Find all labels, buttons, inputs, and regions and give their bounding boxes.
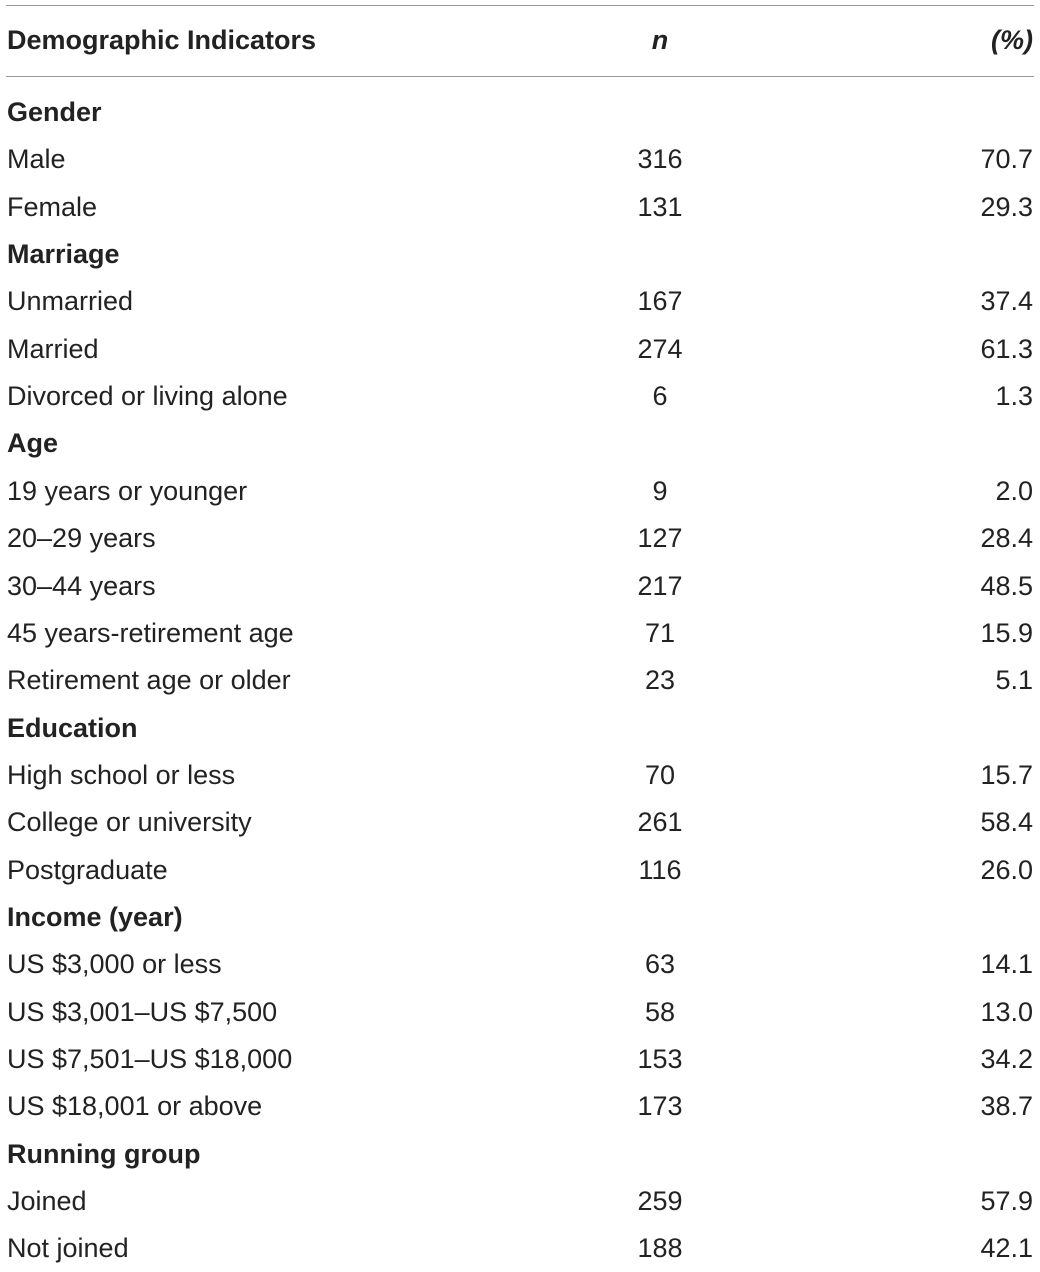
row-pct-cell: 34.2 — [980, 1044, 1033, 1074]
row-pct-cell: 70.7 — [980, 144, 1033, 175]
table-top-rule — [6, 5, 1034, 6]
row-label-cell: Not joined — [7, 1233, 129, 1264]
table-row: High school or less 70 15.7 — [0, 752, 1040, 799]
row-n-cell: 23 — [644, 665, 676, 696]
row-n-cell: 217 — [637, 570, 683, 601]
header-label-cell: Demographic Indicators — [7, 25, 317, 55]
row-n-cell: 316 — [637, 144, 683, 175]
table-row: Retirement age or older 23 5.1 — [0, 657, 1040, 704]
section-header-row: Education — [0, 705, 1040, 752]
section-title: Age — [7, 428, 59, 459]
section-header-row: Age — [0, 420, 1040, 467]
row-n-cell: 261 — [637, 807, 683, 838]
row-label-cell: 30–44 years — [7, 570, 156, 601]
table-row: US $3,000 or less 63 14.1 — [0, 941, 1040, 988]
row-label-cell: US $7,501–US $18,000 — [7, 1044, 293, 1074]
row-pct-cell: 61.3 — [980, 333, 1033, 364]
row-label-cell: Married — [7, 333, 99, 364]
section-header-row: Running group — [0, 1131, 1040, 1178]
table-header-row: Demographic Indicators n (%) — [0, 17, 1040, 64]
row-label-cell: US $18,001 or above — [7, 1091, 263, 1122]
table-row: US $18,001 or above 173 38.7 — [0, 1083, 1040, 1130]
table-header-rule — [6, 76, 1034, 77]
row-n-cell: 6 — [652, 381, 668, 412]
header-pct-cell: (%) — [991, 25, 1033, 55]
row-label-cell: Unmarried — [7, 286, 134, 317]
row-pct-cell: 5.1 — [995, 665, 1033, 696]
row-n-cell: 167 — [637, 286, 683, 317]
row-pct-cell: 15.9 — [980, 617, 1033, 648]
row-pct-cell: 38.7 — [980, 1091, 1033, 1122]
row-n-cell: 153 — [637, 1044, 683, 1074]
section-header-row: Marriage — [0, 231, 1040, 278]
row-pct-cell: 1.3 — [995, 381, 1033, 412]
section-title: Marriage — [7, 239, 120, 270]
section-header-row: Gender — [0, 89, 1040, 136]
row-pct-cell: 13.0 — [980, 996, 1033, 1027]
row-label-cell: US $3,000 or less — [7, 949, 222, 980]
row-label-cell: 19 years or younger — [7, 475, 248, 506]
row-n-cell: 116 — [638, 854, 682, 885]
row-n-cell: 259 — [637, 1186, 683, 1217]
row-pct-cell: 15.7 — [980, 759, 1033, 790]
table-row: Not joined 188 42.1 — [0, 1225, 1040, 1272]
row-label-cell: Divorced or living alone — [7, 381, 288, 412]
table-row: Married 274 61.3 — [0, 326, 1040, 373]
row-pct-cell: 29.3 — [980, 191, 1033, 222]
row-pct-cell: 26.0 — [980, 854, 1033, 885]
row-label-cell: High school or less — [7, 759, 236, 790]
row-n-cell: 63 — [644, 949, 676, 980]
table-row: US $3,001–US $7,500 58 13.0 — [0, 989, 1040, 1036]
row-n-cell: 127 — [637, 523, 683, 554]
header-n-cell: n — [651, 25, 669, 55]
row-label-cell: 20–29 years — [7, 523, 156, 554]
row-n-cell: 173 — [637, 1091, 683, 1122]
section-title: Gender — [7, 97, 102, 127]
row-label-cell: Female — [7, 191, 98, 222]
row-n-cell: 71 — [644, 617, 676, 648]
section-title: Education — [7, 712, 138, 743]
row-pct-cell: 14.1 — [980, 949, 1033, 980]
row-label-cell: US $3,001–US $7,500 — [7, 996, 278, 1027]
row-label-cell: Retirement age or older — [7, 665, 291, 696]
row-label-cell: Male — [7, 144, 66, 175]
row-pct-cell: 48.5 — [980, 570, 1033, 601]
row-label-cell: Joined — [7, 1186, 87, 1217]
row-pct-cell: 2.0 — [995, 475, 1033, 506]
table-row: 30–44 years 217 48.5 — [0, 563, 1040, 610]
table-row: Female 131 29.3 — [0, 184, 1040, 231]
table-row: Divorced or living alone 6 1.3 — [0, 373, 1040, 420]
row-label-cell: Postgraduate — [7, 854, 168, 885]
row-n-cell: 274 — [637, 333, 683, 364]
table-row: US $7,501–US $18,000 153 34.2 — [0, 1036, 1040, 1083]
table-row: Male 316 70.7 — [0, 136, 1040, 183]
row-label-cell: 45 years-retirement age — [7, 617, 294, 648]
table-row: 19 years or younger 9 2.0 — [0, 468, 1040, 515]
row-n-cell: 70 — [644, 759, 676, 790]
section-title: Running group — [7, 1138, 201, 1169]
row-pct-cell: 58.4 — [980, 807, 1033, 838]
row-n-cell: 131 — [637, 191, 683, 222]
row-pct-cell: 57.9 — [980, 1186, 1033, 1217]
row-label-cell: College or university — [7, 807, 252, 838]
table-row: Joined 259 57.9 — [0, 1178, 1040, 1225]
row-n-cell: 188 — [637, 1233, 683, 1264]
row-pct-cell: 37.4 — [980, 286, 1033, 317]
row-pct-cell: 42.1 — [980, 1233, 1033, 1264]
row-n-cell: 9 — [652, 475, 668, 506]
table-row: Unmarried 167 37.4 — [0, 278, 1040, 325]
table-row: Postgraduate 116 26.0 — [0, 847, 1040, 894]
table-row: College or university 261 58.4 — [0, 799, 1040, 846]
table-row: 20–29 years 127 28.4 — [0, 515, 1040, 562]
section-title: Income (year) — [7, 901, 183, 932]
section-header-row: Income (year) — [0, 894, 1040, 941]
row-n-cell: 58 — [644, 996, 676, 1027]
row-pct-cell: 28.4 — [980, 523, 1033, 554]
table-row: 45 years-retirement age 71 15.9 — [0, 610, 1040, 657]
